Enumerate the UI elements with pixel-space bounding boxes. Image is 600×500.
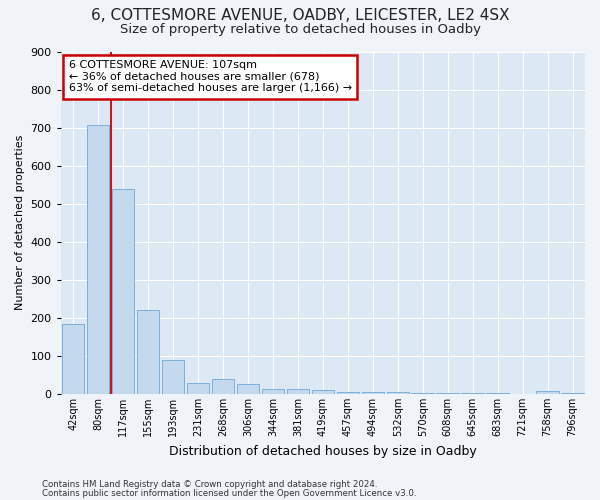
Bar <box>412 393 434 394</box>
Bar <box>87 125 109 394</box>
Y-axis label: Number of detached properties: Number of detached properties <box>15 135 25 310</box>
Text: 6, COTTESMORE AVENUE, OADBY, LEICESTER, LE2 4SX: 6, COTTESMORE AVENUE, OADBY, LEICESTER, … <box>91 8 509 22</box>
Text: 6 COTTESMORE AVENUE: 107sqm
← 36% of detached houses are smaller (678)
63% of se: 6 COTTESMORE AVENUE: 107sqm ← 36% of det… <box>68 60 352 94</box>
Text: Contains HM Land Registry data © Crown copyright and database right 2024.: Contains HM Land Registry data © Crown c… <box>42 480 377 489</box>
Bar <box>287 390 309 394</box>
Bar <box>311 390 334 394</box>
Bar <box>212 379 234 394</box>
Bar <box>137 310 160 394</box>
Bar <box>62 324 85 394</box>
Text: Contains public sector information licensed under the Open Government Licence v3: Contains public sector information licen… <box>42 489 416 498</box>
Bar <box>386 392 409 394</box>
Bar <box>337 392 359 394</box>
Bar <box>436 393 459 394</box>
Bar <box>162 360 184 394</box>
Bar <box>461 393 484 394</box>
Bar <box>362 392 384 394</box>
X-axis label: Distribution of detached houses by size in Oadby: Distribution of detached houses by size … <box>169 444 477 458</box>
Bar <box>237 384 259 394</box>
Bar <box>187 382 209 394</box>
Bar <box>112 190 134 394</box>
Bar <box>262 390 284 394</box>
Text: Size of property relative to detached houses in Oadby: Size of property relative to detached ho… <box>119 22 481 36</box>
Bar <box>536 391 559 394</box>
